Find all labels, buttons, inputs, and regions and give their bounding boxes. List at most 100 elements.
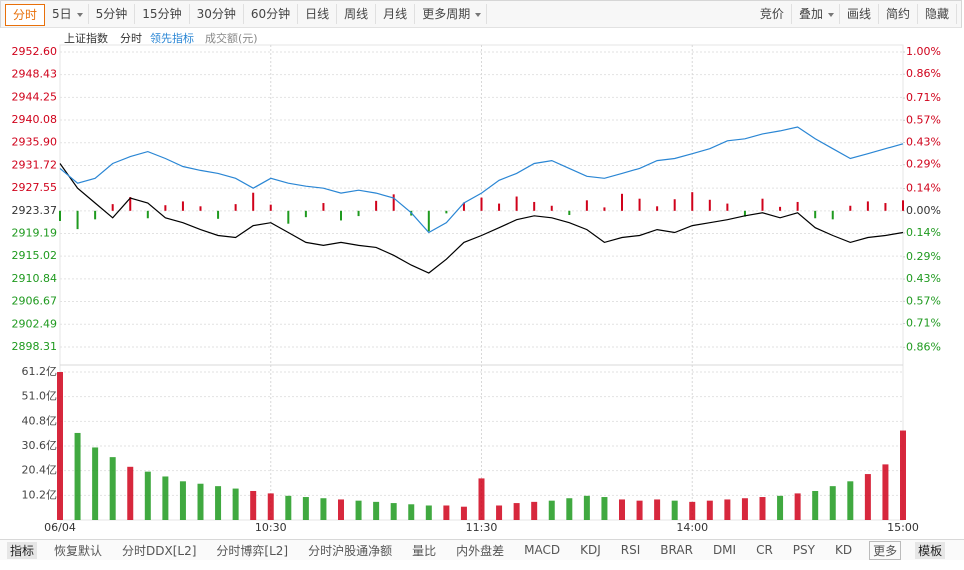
ratio-bar (340, 210, 342, 221)
ratio-bar (585, 200, 588, 211)
volume-tick-label: 40.8亿 (22, 414, 58, 427)
indicator-tab[interactable]: 分时博弈[L2] (216, 543, 289, 558)
tool-tab[interactable]: 画线 (840, 4, 879, 24)
volume-bar (496, 505, 503, 520)
y-tick-label: 2923.37 (12, 204, 58, 217)
volume-bar (724, 499, 731, 520)
ratio-bar (814, 210, 817, 219)
volume-bar (654, 499, 661, 520)
volume-bar (864, 474, 871, 520)
ratio-bar (533, 201, 536, 211)
volume-bar (882, 464, 889, 520)
volume-bar (513, 503, 520, 520)
indicator-tab[interactable]: DMI (712, 543, 737, 557)
tool-tab[interactable]: 简约 (879, 4, 918, 24)
volume-bar (109, 457, 116, 520)
legend-leading: 领先指标 (150, 31, 194, 45)
y-tick-label: 2902.49 (12, 317, 58, 330)
ratio-bar (181, 201, 184, 211)
volume-bar (127, 466, 134, 520)
y2-tick-label: 0.86% (906, 67, 941, 80)
x-tick-label: 06/04 (44, 521, 76, 534)
period-tab[interactable]: 5分钟 (89, 4, 136, 24)
period-tab[interactable]: 15分钟 (135, 4, 190, 24)
indicator-tab[interactable]: KD (834, 543, 853, 557)
ratio-bar (498, 203, 501, 211)
indicator-tab[interactable]: 量比 (412, 543, 437, 558)
ratio-bar (656, 206, 659, 211)
ratio-bar (287, 210, 290, 224)
ratio-bar (269, 204, 272, 211)
indicator-tab[interactable]: BRAR (660, 543, 693, 557)
volume-bar (425, 505, 432, 520)
volume-bar (373, 501, 380, 520)
period-tab[interactable]: 月线 (376, 4, 416, 24)
volume-bar (179, 481, 186, 520)
period-tab[interactable]: 30分钟 (190, 4, 244, 24)
indicator-tab[interactable]: KDJ (580, 543, 601, 557)
ratio-bar (673, 199, 676, 211)
period-tab[interactable]: 60分钟 (244, 4, 299, 24)
volume-bar (162, 476, 169, 520)
toolbar: 分时 5日 5分钟 15分钟 30分钟 60分钟 日线 周线 月线 更多周期 竞价 叠加 画线 简约 隐藏 (0, 0, 962, 28)
ratio-bar (322, 203, 325, 211)
ratio-bar (480, 197, 483, 211)
indicator-tab[interactable]: 模板 (915, 541, 946, 559)
indicator-tab[interactable]: 分时DDX[L2] (122, 543, 197, 558)
indicator-tab[interactable]: RSI (620, 543, 641, 557)
tool-tab[interactable]: 竞价 (753, 4, 792, 24)
indicator-tab[interactable]: CR (756, 543, 773, 557)
y-tick-label: 2944.25 (12, 90, 58, 103)
indicator-tab[interactable]: 指标 (7, 541, 38, 559)
volume-bar (390, 503, 397, 520)
volume-tick-label: 30.6亿 (22, 439, 58, 452)
chart: 上证指数 分时 领先指标 成交额(元) 2952.60 2948.43 2944.2… (12, 31, 941, 534)
volume-bar (478, 478, 485, 520)
tool-tab[interactable]: 叠加 (792, 4, 840, 24)
period-tab[interactable]: 更多周期 (415, 4, 488, 24)
y2-tick-label: 0.43% (906, 272, 941, 285)
ratio-bar (708, 199, 711, 211)
ratio-bar (831, 210, 834, 220)
volume-bar (794, 493, 801, 520)
ratio-bar (445, 210, 448, 214)
volume-bar (548, 500, 555, 520)
indicator-tab[interactable]: 分时沪股通净额 (308, 543, 393, 558)
indicator-tab[interactable]: MACD (524, 543, 561, 557)
volume-bar (759, 497, 766, 520)
indicator-tab[interactable]: 更多 (869, 540, 902, 560)
indicator-tab[interactable]: PSY (792, 543, 815, 557)
y2-tick-label: 0.14% (906, 226, 941, 239)
volume-bar (812, 490, 819, 520)
period-tab[interactable]: 周线 (337, 4, 377, 24)
ratio-bar (392, 194, 395, 211)
legend-index: 上证指数 (64, 31, 108, 45)
volume-tick-label: 10.2亿 (22, 488, 58, 501)
x-tick-label: 14:00 (676, 521, 708, 534)
indicator-bar: 指标 恢复默认 分时DDX[L2] 分时博弈[L2] 分时沪股通净额 量比 内外盘差 MACD… (0, 539, 964, 560)
volume-bar (671, 500, 678, 520)
ratio-bar (357, 210, 360, 217)
volume-bar (197, 483, 204, 520)
ratio-bar (691, 192, 694, 211)
ratio-bar (252, 192, 255, 211)
ratio-bar (76, 210, 79, 230)
y-tick-label: 2898.31 (12, 340, 58, 353)
ratio-bar (761, 198, 764, 211)
ratio-bar (111, 204, 114, 211)
volume-bar (601, 497, 608, 520)
period-tab[interactable]: 分时 (5, 4, 46, 26)
indicator-tab[interactable]: 恢复默认 (54, 543, 103, 558)
y-tick-label: 2927.55 (12, 181, 58, 194)
y-tick-label: 2940.08 (12, 113, 58, 126)
y2-tick-label: 0.29% (906, 250, 941, 263)
y2-tick-label: 0.86% (906, 340, 941, 353)
tool-tab[interactable]: 隐藏 (918, 4, 957, 24)
volume-bar (144, 471, 151, 520)
volume-bar (619, 499, 625, 520)
indicator-tab[interactable]: 内外盘差 (456, 543, 505, 558)
ratio-bar (462, 202, 465, 211)
period-tab[interactable]: 5日 (45, 4, 89, 24)
y-tick-label: 2935.90 (12, 136, 58, 149)
period-tab[interactable]: 日线 (298, 4, 338, 24)
